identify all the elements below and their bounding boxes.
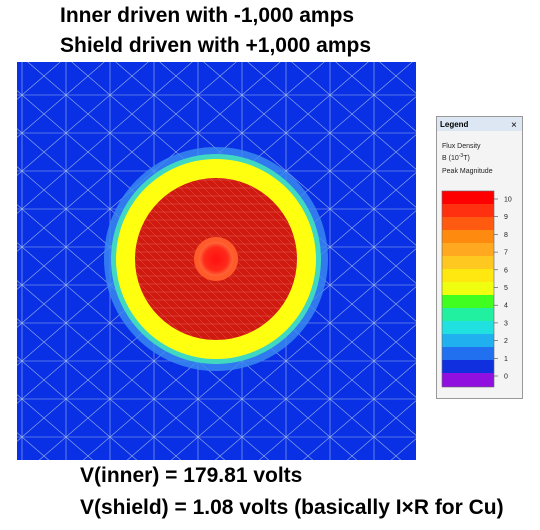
legend-title: Legend	[440, 120, 469, 129]
scale-label: 5	[504, 285, 508, 292]
unit-suffix: T)	[463, 155, 470, 162]
legend-mode: Peak Magnitude	[442, 168, 493, 175]
scale-label: 0	[504, 374, 508, 381]
field-plot	[17, 62, 416, 460]
scale-label: 6	[504, 267, 508, 274]
scale-label: 10	[504, 197, 512, 204]
header-line: Inner driven with -1,000 amps	[60, 4, 354, 27]
legend-unit: B (10-3T)	[442, 153, 470, 162]
scale-label: 8	[504, 232, 508, 239]
color-bar	[441, 190, 495, 388]
scale-label: 9	[504, 214, 508, 221]
header-line: Shield driven with +1,000 amps	[60, 34, 371, 57]
legend-quantity: Flux Density	[442, 143, 481, 150]
scale-label: 7	[504, 250, 508, 257]
scale-label: 3	[504, 320, 508, 327]
legend-window: Legend × Flux Density B (10-3T) Peak Mag…	[436, 116, 523, 399]
footer-line: V(shield) = 1.08 volts (basically I×R fo…	[80, 496, 504, 519]
scale-label: 4	[504, 303, 508, 310]
scale-label: 2	[504, 338, 508, 345]
scale-label: 1	[504, 356, 508, 363]
unit-exponent: -3	[459, 153, 464, 159]
close-button[interactable]: ×	[511, 120, 517, 131]
footer-line: V(inner) = 179.81 volts	[80, 464, 302, 487]
unit-prefix: B (10	[442, 155, 459, 162]
